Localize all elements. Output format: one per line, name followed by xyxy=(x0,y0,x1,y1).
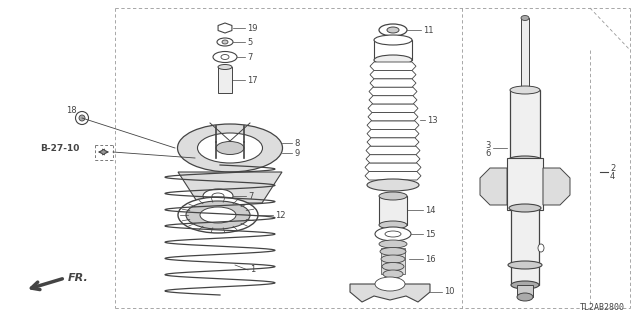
Ellipse shape xyxy=(508,261,542,269)
Text: 18: 18 xyxy=(67,106,77,115)
Polygon shape xyxy=(350,284,430,302)
FancyBboxPatch shape xyxy=(511,208,539,285)
Polygon shape xyxy=(365,172,421,180)
Polygon shape xyxy=(366,146,420,155)
Text: 19: 19 xyxy=(247,23,257,33)
Text: 12: 12 xyxy=(275,211,285,220)
Ellipse shape xyxy=(222,40,228,44)
Ellipse shape xyxy=(509,204,541,212)
Text: 4: 4 xyxy=(610,172,615,180)
Ellipse shape xyxy=(221,54,229,60)
Polygon shape xyxy=(480,168,507,205)
Polygon shape xyxy=(369,87,417,96)
Ellipse shape xyxy=(375,227,411,241)
Ellipse shape xyxy=(186,201,250,229)
Text: 3: 3 xyxy=(486,140,491,149)
Ellipse shape xyxy=(374,35,412,45)
Ellipse shape xyxy=(521,15,529,20)
Ellipse shape xyxy=(76,111,88,124)
Text: 15: 15 xyxy=(425,229,435,238)
Text: 6: 6 xyxy=(486,148,491,157)
Polygon shape xyxy=(370,79,416,87)
Text: 17: 17 xyxy=(247,76,258,84)
Text: 8: 8 xyxy=(294,139,300,148)
Polygon shape xyxy=(370,70,416,79)
FancyBboxPatch shape xyxy=(381,248,405,274)
Polygon shape xyxy=(367,129,419,138)
Ellipse shape xyxy=(510,86,540,94)
Text: 7: 7 xyxy=(248,191,253,201)
Ellipse shape xyxy=(177,124,282,172)
Text: TL2AB2800: TL2AB2800 xyxy=(580,303,625,312)
Text: 1: 1 xyxy=(250,266,255,275)
Ellipse shape xyxy=(79,115,85,121)
Polygon shape xyxy=(370,62,416,70)
Ellipse shape xyxy=(381,255,405,263)
Text: 5: 5 xyxy=(247,37,252,46)
Ellipse shape xyxy=(216,141,244,155)
Polygon shape xyxy=(367,121,419,129)
Text: 2: 2 xyxy=(610,164,615,172)
Ellipse shape xyxy=(517,293,533,301)
FancyBboxPatch shape xyxy=(379,196,407,225)
FancyBboxPatch shape xyxy=(218,67,232,93)
FancyBboxPatch shape xyxy=(517,285,533,297)
Ellipse shape xyxy=(178,197,258,233)
Ellipse shape xyxy=(200,207,236,223)
Polygon shape xyxy=(366,155,420,163)
Ellipse shape xyxy=(217,38,233,46)
Text: 13: 13 xyxy=(427,116,438,124)
Ellipse shape xyxy=(218,65,232,69)
Ellipse shape xyxy=(382,262,404,270)
Ellipse shape xyxy=(508,156,542,164)
Ellipse shape xyxy=(387,27,399,33)
Ellipse shape xyxy=(198,133,262,163)
Polygon shape xyxy=(368,104,418,113)
Ellipse shape xyxy=(379,240,407,248)
Text: 16: 16 xyxy=(425,254,436,263)
Polygon shape xyxy=(178,172,282,203)
Ellipse shape xyxy=(380,247,406,255)
Text: B-27-10: B-27-10 xyxy=(40,143,79,153)
Ellipse shape xyxy=(379,221,407,229)
Ellipse shape xyxy=(379,24,407,36)
Text: 7: 7 xyxy=(247,52,252,61)
FancyBboxPatch shape xyxy=(510,90,540,160)
Polygon shape xyxy=(218,23,232,33)
Polygon shape xyxy=(367,138,419,146)
Ellipse shape xyxy=(203,189,233,203)
Ellipse shape xyxy=(383,270,403,278)
Text: FR.: FR. xyxy=(68,273,89,283)
FancyBboxPatch shape xyxy=(521,18,529,90)
Ellipse shape xyxy=(375,277,405,291)
Polygon shape xyxy=(368,113,418,121)
Text: 10: 10 xyxy=(444,287,454,297)
Text: 11: 11 xyxy=(423,26,433,35)
Ellipse shape xyxy=(385,231,401,237)
Ellipse shape xyxy=(212,193,224,199)
Ellipse shape xyxy=(379,192,407,200)
Ellipse shape xyxy=(213,52,237,62)
FancyBboxPatch shape xyxy=(374,40,412,60)
Ellipse shape xyxy=(538,244,544,252)
Polygon shape xyxy=(365,163,421,172)
Polygon shape xyxy=(369,96,417,104)
Ellipse shape xyxy=(367,179,419,191)
Text: 9: 9 xyxy=(294,148,300,157)
Ellipse shape xyxy=(374,55,412,65)
Ellipse shape xyxy=(511,281,539,289)
Polygon shape xyxy=(543,168,570,205)
FancyBboxPatch shape xyxy=(507,158,543,210)
Text: 14: 14 xyxy=(425,205,435,214)
